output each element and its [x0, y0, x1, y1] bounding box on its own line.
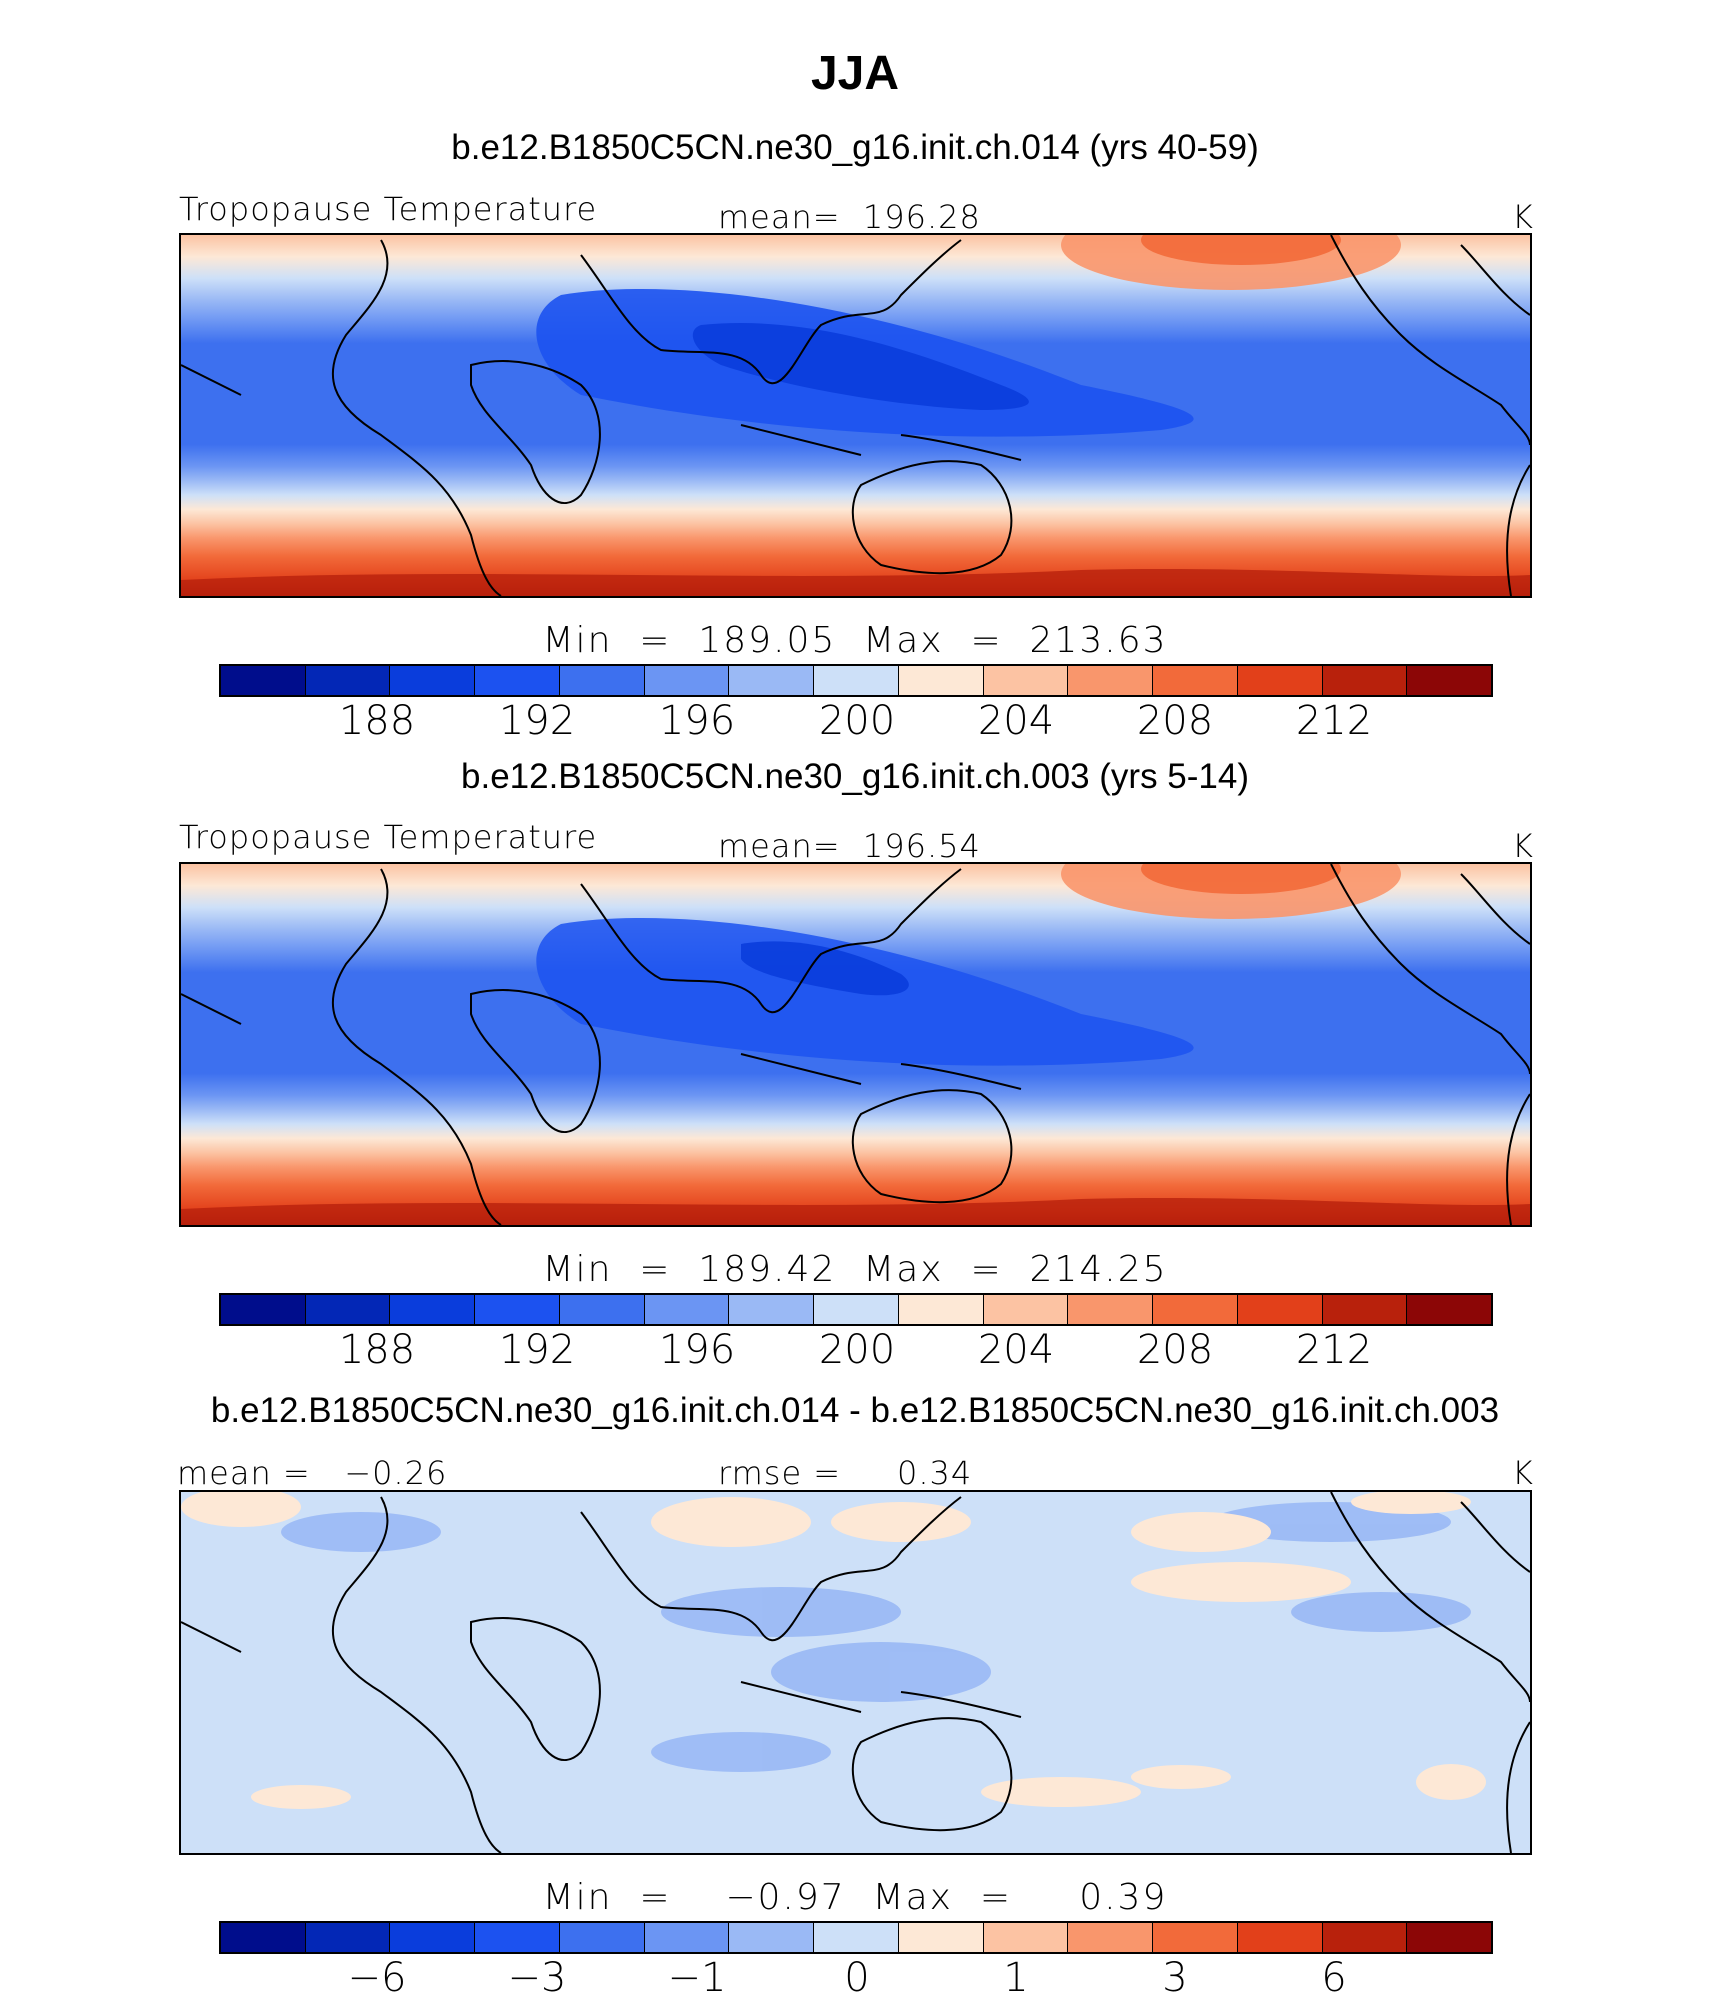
panel-2-mean-label: mean= 196.54 — [718, 827, 981, 865]
colorbar-cell — [475, 1923, 560, 1952]
panel-2-tick: 192 — [498, 1327, 576, 1373]
panel-2-case-title: b.e12.B1850C5CN.ne30_g16.init.ch.003 (yr… — [461, 757, 1249, 796]
panel-3-case-title: b.e12.B1850C5CN.ne30_g16.init.ch.014 - b… — [210, 1391, 1500, 1430]
colorbar-cell — [1153, 1923, 1238, 1952]
colorbar-cell — [305, 666, 391, 695]
colorbar-cell — [559, 1923, 645, 1952]
colorbar-cell — [390, 1295, 476, 1324]
colorbar-cell — [559, 1295, 645, 1324]
colorbar-cell — [305, 1923, 391, 1952]
panel-1-min-max: Min = 189.05 Max = 213.63 — [542, 620, 1168, 661]
panel-3-mean-label: mean = −0.26 — [177, 1454, 448, 1492]
colorbar-cell — [983, 1923, 1069, 1952]
panel-3-rmse-label: rmse = 0.34 — [718, 1454, 973, 1492]
panel-3-tick: 6 — [1321, 1955, 1347, 2001]
colorbar-cell — [1322, 1923, 1408, 1952]
colorbar-cell — [1237, 1295, 1323, 1324]
panel-2-colorbar — [219, 1293, 1493, 1326]
colorbar-cell — [221, 666, 306, 695]
colorbar-cell — [1237, 1923, 1323, 1952]
panel-1-map — [179, 233, 1532, 598]
panel-1-tick: 208 — [1136, 698, 1214, 744]
colorbar-cell — [475, 666, 560, 695]
panel-1-tick: 192 — [498, 698, 576, 744]
colorbar-cell — [305, 1295, 391, 1324]
colorbar-cell — [390, 666, 476, 695]
colorbar-cell — [221, 1295, 306, 1324]
colorbar-cell — [898, 666, 984, 695]
panel-2-tick: 200 — [818, 1327, 896, 1373]
panel-3-tick: −6 — [347, 1955, 407, 2001]
colorbar-cell — [1407, 666, 1492, 695]
panel-1-tick: 204 — [977, 698, 1055, 744]
colorbar-cell — [814, 1923, 899, 1952]
panel-3-tick: 3 — [1162, 1955, 1188, 2001]
colorbar-cell — [1153, 666, 1238, 695]
colorbar-cell — [475, 1295, 560, 1324]
panel-1-tick: 200 — [818, 698, 896, 744]
colorbar-cell — [1068, 1295, 1154, 1324]
colorbar-cell — [814, 666, 899, 695]
panel-3-tick: −3 — [507, 1955, 567, 2001]
colorbar-cell — [1407, 1295, 1492, 1324]
panel-2-units-label: K — [1512, 827, 1534, 865]
colorbar-cell — [729, 1295, 815, 1324]
panel-2-min-max: Min = 189.42 Max = 214.25 — [542, 1249, 1168, 1290]
panel-3-units-label: K — [1512, 1454, 1534, 1492]
panel-1-units-label: K — [1512, 198, 1534, 236]
colorbar-cell — [1068, 1923, 1154, 1952]
colorbar-cell — [814, 1295, 899, 1324]
panel-2-tick: 196 — [658, 1327, 736, 1373]
colorbar-cell — [898, 1295, 984, 1324]
panel-1-case-title: b.e12.B1850C5CN.ne30_g16.init.ch.014 (yr… — [451, 128, 1259, 167]
figure-title: JJA — [810, 47, 900, 100]
colorbar-cell — [983, 1295, 1069, 1324]
panel-1-colorbar — [219, 664, 1493, 697]
panel-1-tick: 196 — [658, 698, 736, 744]
colorbar-cell — [1237, 666, 1323, 695]
panel-3-tick: 0 — [844, 1955, 870, 2001]
panel-2-field-label: Tropopause Temperature — [179, 818, 598, 856]
panel-3-min-max: Min = −0.97 Max = 0.39 — [542, 1877, 1168, 1918]
colorbar-cell — [1322, 1295, 1408, 1324]
panel-1-tick: 212 — [1295, 698, 1373, 744]
panel-3-map — [179, 1490, 1532, 1855]
colorbar-cell — [729, 1923, 815, 1952]
colorbar-cell — [559, 666, 645, 695]
panel-2-tick: 208 — [1136, 1327, 1214, 1373]
colorbar-cell — [1068, 666, 1154, 695]
colorbar-cell — [221, 1923, 306, 1952]
panel-1-mean-label: mean= 196.28 — [718, 198, 981, 236]
colorbar-cell — [1322, 666, 1408, 695]
colorbar-cell — [983, 666, 1069, 695]
panel-1-tick: 188 — [338, 698, 416, 744]
panel-3-tick: −1 — [667, 1955, 727, 2001]
panel-3-colorbar — [219, 1921, 1493, 1954]
colorbar-cell — [1407, 1923, 1492, 1952]
colorbar-cell — [898, 1923, 984, 1952]
colorbar-cell — [1153, 1295, 1238, 1324]
colorbar-cell — [644, 666, 730, 695]
panel-1-field-label: Tropopause Temperature — [179, 190, 598, 228]
panel-3-tick: 1 — [1003, 1955, 1029, 2001]
colorbar-cell — [729, 666, 815, 695]
colorbar-cell — [644, 1923, 730, 1952]
panel-2-tick: 188 — [338, 1327, 416, 1373]
colorbar-cell — [390, 1923, 476, 1952]
colorbar-cell — [644, 1295, 730, 1324]
panel-2-map — [179, 862, 1532, 1227]
panel-2-tick: 204 — [977, 1327, 1055, 1373]
panel-2-tick: 212 — [1295, 1327, 1373, 1373]
